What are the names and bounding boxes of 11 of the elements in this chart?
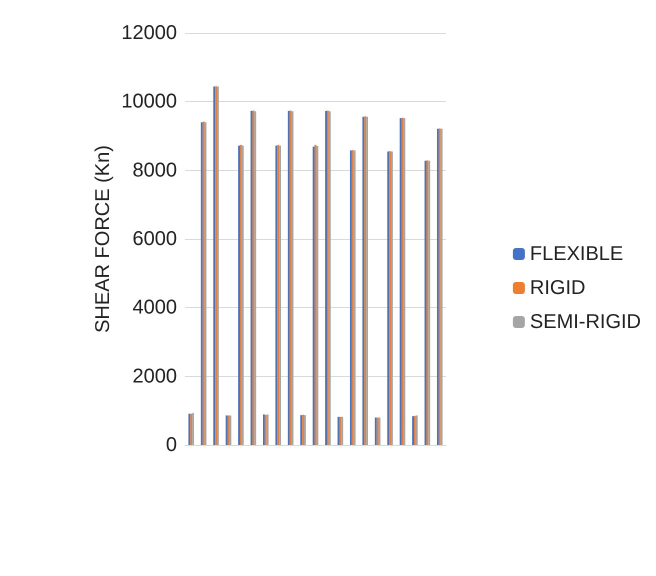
y-tick-label: 4000 (132, 296, 177, 319)
legend-label: RIGID (530, 277, 586, 299)
y-tick-label: 10000 (121, 90, 177, 113)
y-tick-label: 6000 (132, 228, 177, 250)
y-tick-label: 12000 (121, 22, 177, 44)
legend-label: FLEXIBLE (530, 243, 624, 265)
y-tick-label: 8000 (132, 159, 177, 182)
y-tick-label: 0 (166, 434, 177, 456)
y-tick-label: 2000 (132, 365, 177, 388)
legend-label: SEMI-RIGID (530, 311, 642, 333)
y-axis-title: SHEAR FORCE (Kn) (92, 145, 114, 333)
